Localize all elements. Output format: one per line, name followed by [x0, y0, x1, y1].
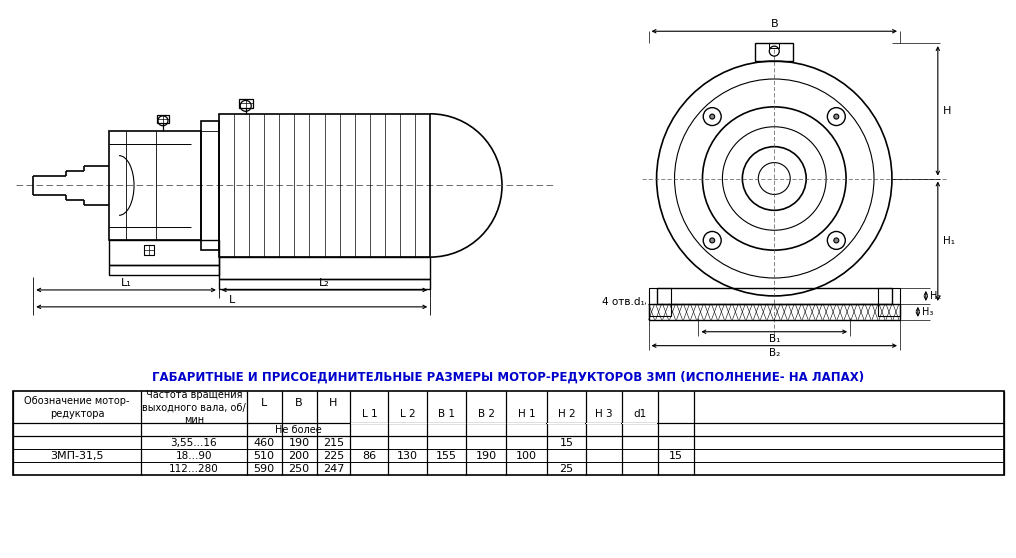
- Text: 112...280: 112...280: [169, 464, 218, 474]
- Text: 247: 247: [323, 464, 344, 474]
- Bar: [218, 279, 430, 289]
- Text: 190: 190: [289, 437, 310, 448]
- Bar: [109, 265, 218, 275]
- Bar: [622, 423, 657, 424]
- Text: L₁: L₁: [121, 278, 131, 288]
- Bar: [878, 288, 900, 316]
- Text: L₂: L₂: [319, 278, 330, 288]
- Text: 86: 86: [363, 451, 377, 460]
- Text: L: L: [229, 295, 235, 305]
- Circle shape: [834, 114, 839, 119]
- Bar: [218, 257, 430, 279]
- Bar: [466, 423, 506, 424]
- Text: 590: 590: [254, 464, 274, 474]
- Text: H 2: H 2: [558, 409, 575, 419]
- Bar: [351, 423, 388, 424]
- Bar: [428, 423, 465, 424]
- Bar: [239, 99, 253, 108]
- Text: d1: d1: [633, 409, 646, 419]
- Bar: [648, 304, 900, 320]
- Text: 200: 200: [289, 451, 310, 460]
- Text: 25: 25: [559, 464, 573, 474]
- Text: Обозначение мотор-
редуктора: Обозначение мотор- редуктора: [24, 396, 130, 418]
- Text: L 1: L 1: [362, 409, 377, 419]
- Bar: [507, 423, 547, 424]
- Bar: [156, 115, 169, 123]
- Bar: [548, 423, 585, 424]
- Bar: [586, 423, 621, 424]
- Bar: [201, 121, 218, 250]
- Text: 3,55...16: 3,55...16: [171, 437, 217, 448]
- Text: 15: 15: [670, 451, 683, 460]
- Text: Частота вращения
выходного вала, об/
мин: Частота вращения выходного вала, об/ мин: [142, 390, 246, 425]
- Bar: [656, 288, 892, 304]
- Bar: [109, 240, 218, 265]
- Bar: [218, 114, 430, 257]
- Text: H₁: H₁: [943, 236, 955, 246]
- Text: 3МП-31,5: 3МП-31,5: [51, 451, 104, 460]
- Bar: [769, 43, 779, 48]
- Text: 100: 100: [516, 451, 536, 460]
- Circle shape: [710, 238, 714, 243]
- Text: 250: 250: [289, 464, 310, 474]
- Text: H: H: [943, 106, 951, 116]
- Text: 510: 510: [254, 451, 274, 460]
- Text: 190: 190: [475, 451, 497, 460]
- Text: B: B: [296, 398, 303, 407]
- Text: B: B: [770, 20, 778, 29]
- Bar: [389, 423, 427, 424]
- Bar: [109, 131, 201, 240]
- Bar: [144, 245, 154, 255]
- Text: H 1: H 1: [517, 409, 535, 419]
- Text: B₁: B₁: [768, 334, 780, 344]
- Text: L 2: L 2: [400, 409, 416, 419]
- Text: L: L: [261, 398, 267, 407]
- Text: 18...90: 18...90: [176, 451, 212, 460]
- Bar: [13, 392, 1004, 475]
- Text: 15: 15: [560, 437, 573, 448]
- Text: 130: 130: [397, 451, 419, 460]
- Bar: [648, 288, 671, 316]
- Text: H₂: H₂: [930, 291, 941, 301]
- Text: H₃: H₃: [922, 307, 934, 317]
- Text: 155: 155: [436, 451, 457, 460]
- Circle shape: [710, 114, 714, 119]
- Text: ГАБАРИТНЫЕ И ПРИСОЕДИНИТЕЛЬНЫЕ РАЗМЕРЫ МОТОР-РЕДУКТОРОВ 3МП (ИСПОЛНЕНИЕ- НА ЛАПА: ГАБАРИТНЫЕ И ПРИСОЕДИНИТЕЛЬНЫЕ РАЗМЕРЫ М…: [152, 371, 864, 384]
- Text: 225: 225: [323, 451, 344, 460]
- Text: H: H: [329, 398, 337, 407]
- Text: 4 отв.d₁: 4 отв.d₁: [601, 297, 644, 307]
- Circle shape: [834, 238, 839, 243]
- Text: 215: 215: [323, 437, 344, 448]
- Bar: [755, 43, 793, 61]
- Text: B 1: B 1: [438, 409, 455, 419]
- Text: B₂: B₂: [769, 348, 780, 358]
- Text: 460: 460: [254, 437, 274, 448]
- Text: B 2: B 2: [478, 409, 495, 419]
- Text: H 3: H 3: [595, 409, 613, 419]
- Text: Не более: Не более: [275, 425, 322, 435]
